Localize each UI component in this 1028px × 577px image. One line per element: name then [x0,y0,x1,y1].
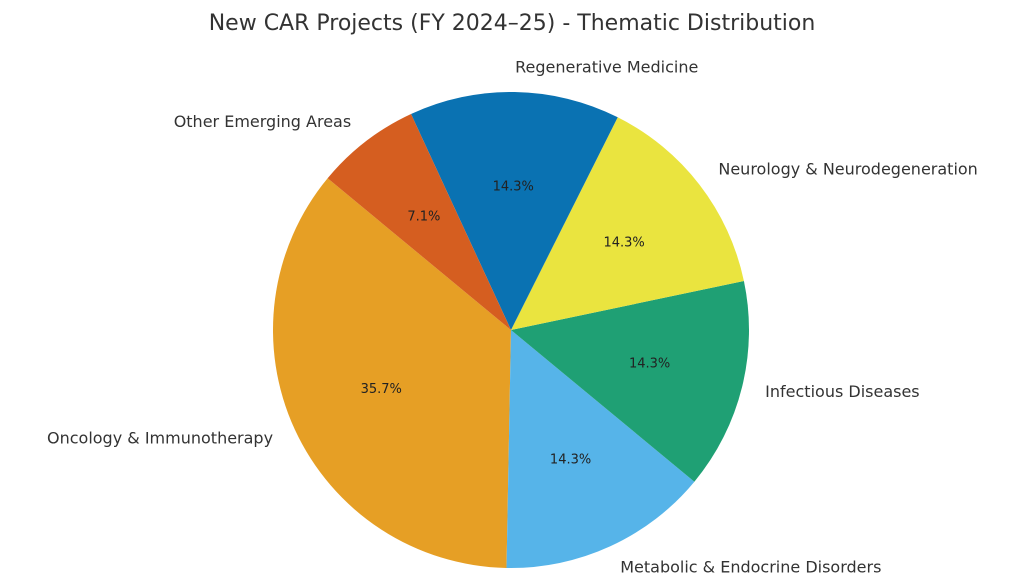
percent-label: 14.3% [493,180,534,195]
slice-label: Infectious Diseases [765,382,919,401]
percent-label: 35.7% [361,382,402,397]
pie-slice [511,281,749,482]
slice-label: Oncology & Immunotherapy [47,429,273,448]
pie-slice [506,330,695,568]
pie-slice [273,178,511,568]
percent-label: 14.3% [629,357,670,372]
pie-slice [511,117,744,330]
chart-title: New CAR Projects (FY 2024–25) - Thematic… [209,11,816,36]
percent-label: 14.3% [550,452,591,467]
slice-label: Other Emerging Areas [174,112,352,131]
percent-label: 14.3% [603,235,644,250]
slice-label: Neurology & Neurodegeneration [718,160,977,179]
slice-label: Regenerative Medicine [515,58,698,77]
pie-slice [411,91,618,330]
pie-slice [327,114,511,330]
percent-label: 7.1% [407,209,440,224]
slice-label: Metabolic & Endocrine Disorders [620,557,881,576]
